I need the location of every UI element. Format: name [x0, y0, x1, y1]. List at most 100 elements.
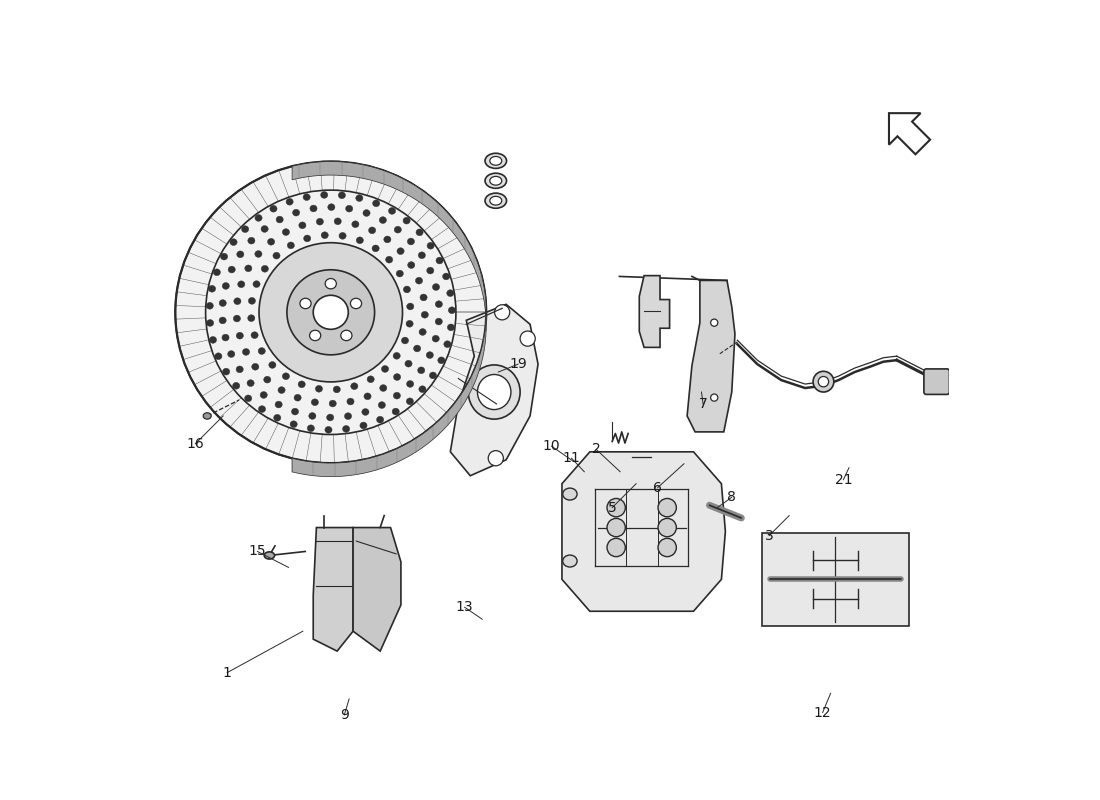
Ellipse shape: [379, 385, 387, 391]
Ellipse shape: [384, 236, 390, 243]
Ellipse shape: [304, 194, 310, 201]
Ellipse shape: [236, 251, 244, 258]
Ellipse shape: [394, 374, 400, 381]
Polygon shape: [314, 527, 353, 651]
Ellipse shape: [341, 330, 352, 341]
Ellipse shape: [414, 345, 420, 352]
Ellipse shape: [321, 232, 328, 238]
Ellipse shape: [316, 386, 322, 392]
Ellipse shape: [339, 233, 346, 239]
Ellipse shape: [298, 381, 306, 388]
Ellipse shape: [219, 317, 227, 324]
Ellipse shape: [376, 416, 384, 423]
Text: 1: 1: [222, 666, 232, 680]
Ellipse shape: [234, 298, 241, 305]
Ellipse shape: [314, 295, 349, 330]
Ellipse shape: [273, 252, 280, 259]
Ellipse shape: [238, 281, 245, 288]
Ellipse shape: [403, 218, 410, 224]
Text: 5: 5: [608, 501, 617, 514]
Ellipse shape: [658, 538, 676, 557]
Ellipse shape: [388, 207, 396, 214]
Ellipse shape: [396, 270, 404, 277]
Ellipse shape: [278, 386, 285, 394]
Ellipse shape: [283, 373, 289, 380]
Ellipse shape: [233, 315, 241, 322]
Ellipse shape: [262, 266, 268, 272]
Ellipse shape: [175, 162, 486, 463]
Ellipse shape: [488, 450, 504, 466]
Ellipse shape: [267, 238, 275, 245]
Ellipse shape: [352, 221, 359, 228]
Ellipse shape: [324, 426, 332, 434]
Text: 19: 19: [509, 357, 527, 371]
Ellipse shape: [402, 337, 408, 344]
Ellipse shape: [607, 518, 625, 537]
Ellipse shape: [283, 229, 289, 235]
Text: 12: 12: [814, 706, 832, 719]
Text: 2: 2: [592, 442, 601, 457]
Ellipse shape: [355, 194, 363, 202]
Ellipse shape: [220, 254, 228, 260]
Ellipse shape: [204, 413, 211, 419]
Ellipse shape: [286, 198, 294, 205]
Ellipse shape: [228, 350, 234, 358]
Ellipse shape: [328, 204, 334, 210]
Ellipse shape: [378, 402, 385, 409]
Ellipse shape: [339, 192, 345, 198]
Ellipse shape: [711, 319, 718, 326]
Ellipse shape: [320, 191, 328, 198]
Ellipse shape: [658, 498, 676, 517]
Ellipse shape: [407, 238, 415, 245]
Ellipse shape: [329, 400, 337, 407]
Ellipse shape: [292, 408, 298, 415]
Text: 15: 15: [249, 545, 266, 558]
Ellipse shape: [419, 329, 426, 335]
Ellipse shape: [287, 242, 295, 249]
Ellipse shape: [372, 245, 379, 252]
Ellipse shape: [407, 303, 414, 310]
Ellipse shape: [274, 414, 280, 421]
Ellipse shape: [264, 552, 275, 559]
Ellipse shape: [711, 394, 718, 401]
Ellipse shape: [258, 406, 265, 413]
Ellipse shape: [264, 376, 271, 383]
Ellipse shape: [363, 210, 370, 217]
Ellipse shape: [327, 414, 333, 421]
Ellipse shape: [393, 353, 400, 359]
Ellipse shape: [311, 399, 319, 406]
Ellipse shape: [607, 538, 625, 557]
Ellipse shape: [249, 298, 255, 304]
Ellipse shape: [268, 362, 276, 368]
Ellipse shape: [346, 398, 354, 405]
Text: 10: 10: [542, 439, 560, 454]
Ellipse shape: [293, 210, 299, 216]
Ellipse shape: [304, 235, 311, 242]
Ellipse shape: [427, 242, 434, 249]
Ellipse shape: [351, 298, 362, 309]
Ellipse shape: [485, 173, 507, 188]
Ellipse shape: [310, 205, 317, 212]
Ellipse shape: [563, 488, 578, 500]
Ellipse shape: [448, 324, 454, 330]
Ellipse shape: [344, 413, 352, 419]
Ellipse shape: [406, 320, 414, 327]
Ellipse shape: [397, 248, 404, 254]
Ellipse shape: [276, 216, 284, 223]
Polygon shape: [353, 527, 400, 651]
Ellipse shape: [222, 368, 230, 375]
Text: 11: 11: [562, 451, 581, 465]
Ellipse shape: [294, 394, 301, 401]
Ellipse shape: [287, 270, 375, 355]
Ellipse shape: [261, 226, 268, 232]
Ellipse shape: [362, 409, 369, 415]
Ellipse shape: [260, 391, 267, 398]
Ellipse shape: [392, 408, 399, 415]
Ellipse shape: [416, 278, 422, 284]
Polygon shape: [688, 281, 735, 432]
Ellipse shape: [520, 331, 536, 346]
Ellipse shape: [419, 386, 426, 393]
Ellipse shape: [213, 269, 220, 276]
Ellipse shape: [252, 363, 258, 370]
Text: 7: 7: [698, 397, 707, 411]
